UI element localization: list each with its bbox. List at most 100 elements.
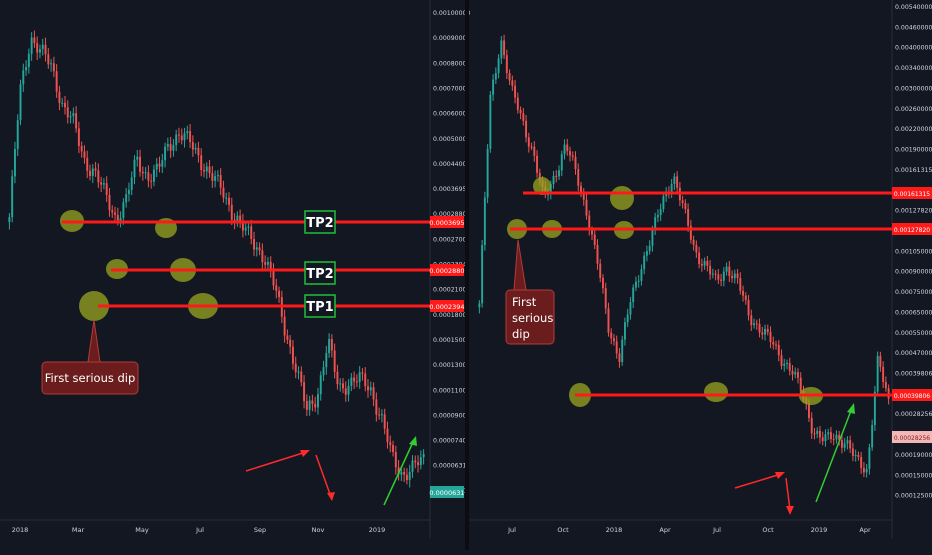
candle-body [419,457,422,466]
candle-body [788,362,791,371]
candle-body [711,273,714,275]
candle-body [322,367,325,376]
candle-body [728,266,731,276]
price-tick-label: 0.00028256 [895,411,932,418]
candle-body [216,175,219,177]
candle-body [350,377,353,386]
candle-body [772,342,775,345]
candle-body [508,72,511,81]
candle-body [308,400,311,410]
candle-body [400,472,403,475]
candle-body [558,170,560,177]
candle-body [791,370,794,375]
price-tick-label: 0.00127820 [895,208,932,215]
candle-body [100,182,103,185]
candle-body [722,271,725,281]
candle-body [514,85,517,98]
candle-body [389,442,392,446]
candle-body [519,109,522,114]
price-tick-label: 0.0000740 [433,438,467,445]
candle-body [58,91,61,103]
left-current-price-tag: 0.0000631 [429,486,465,498]
candle-body [593,234,596,245]
candle-body [311,400,314,404]
candle-body [414,460,417,463]
left-level-tag-1-text: 0.0003695 [429,219,464,227]
candle-body [353,377,356,382]
candle-body [489,94,492,149]
tp2-lower-label: TP2 [306,267,333,282]
candle-body [862,467,865,473]
candle-body [408,471,411,481]
tp2-upper-label: TP2 [306,216,333,231]
candle-body [367,386,369,391]
candle-body [604,288,607,309]
price-tick-label: 0.00039806 [895,370,932,377]
candle-body [50,63,53,65]
tp1-label: TP1 [306,300,333,315]
candle-body [596,244,599,264]
candle-body [736,273,739,279]
candle-body [219,175,222,188]
price-tick-label: 0.00105000 [895,248,932,255]
price-tick-label: 0.0002880 [433,211,467,218]
candle-body [86,157,89,171]
candle-body [577,169,580,186]
price-tick-label: 0.00090000 [895,269,932,276]
candle-body [555,175,558,177]
candle-body [797,372,799,378]
candle-body [116,214,119,221]
price-tick-label: 0.00065000 [895,309,932,316]
candle-body [549,184,552,195]
price-tick-label: 0.00019000 [895,452,932,459]
left-callout-text: First serious dip [45,371,136,385]
candle-body [882,366,885,382]
left-level-tag-2: 0.0002880 [429,264,465,276]
candle-body [152,169,155,182]
candle-body [8,217,11,223]
right-green-arrow [815,403,855,503]
time-tick-label: May [135,526,149,534]
candle-body [247,226,250,228]
candle-body [824,434,827,442]
candle-body [66,107,69,118]
right-callout: First serious dip [505,239,555,345]
candle-body [851,448,854,456]
candle-body [503,40,506,56]
candle-body [527,137,530,147]
left-level-tag-3: 0.0002394 [429,300,465,312]
candle-body [411,460,414,472]
right-level-tag-1-text: 0.00161315 [894,191,930,198]
candle-body [794,372,797,375]
candle-body [261,250,264,263]
candle-body [525,120,528,138]
candle-body [405,474,408,481]
candle-body [618,353,621,363]
candle-body [330,338,333,351]
candle-body [725,266,728,272]
candle-body [766,328,769,333]
left-candles [8,30,425,488]
price-tick-label: 0.00015000 [895,472,932,479]
right-current-price-text: 0.00028256 [894,435,930,442]
candle-body [607,308,610,333]
candle-body [89,170,91,176]
time-tick-label: Jul [712,526,721,534]
candle-body [186,131,189,134]
price-tick-label: 0.0000900 [433,412,467,419]
candle-body [494,72,497,80]
candle-body [136,156,139,160]
candle-body [816,430,819,434]
right-price-axis: 0.00540000 0.00460000 0.00400000 0.00340000… [895,4,932,500]
candle-body [244,227,247,231]
candle-body [291,346,294,364]
candle-body [102,183,105,185]
candle-body [286,335,289,340]
candle-body [197,147,200,156]
candle-body [742,290,745,296]
right-level-tag-1: 0.00161315 [892,187,932,199]
price-tick-label: 0.0000631 [433,463,467,470]
candle-body [832,439,835,441]
price-tick-label: 0.00075000 [895,289,932,296]
price-tick-label: 0.00190000 [895,147,932,154]
